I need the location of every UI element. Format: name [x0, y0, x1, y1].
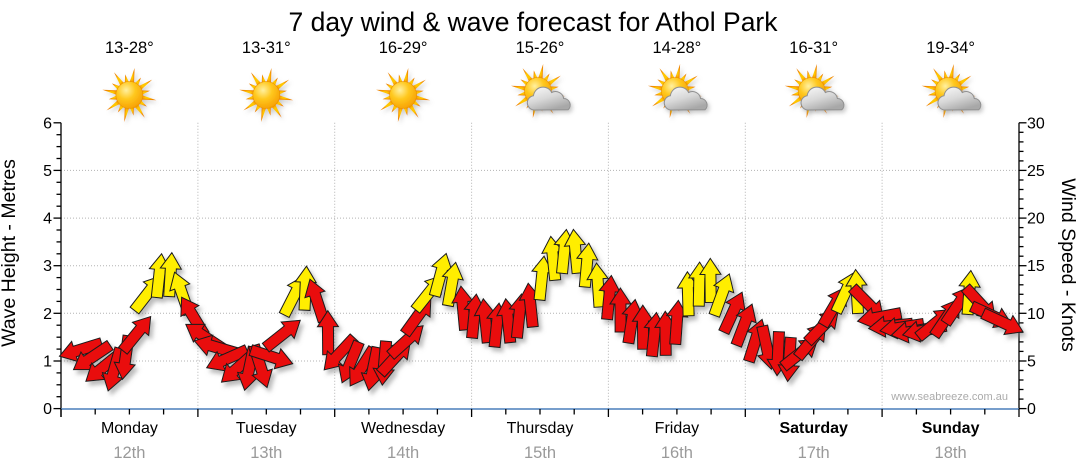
svg-text:Friday: Friday — [655, 420, 699, 437]
svg-text:7 day wind & wave forecast for: 7 day wind & wave forecast for Athol Par… — [288, 7, 778, 37]
svg-text:4: 4 — [43, 211, 52, 228]
svg-text:15: 15 — [1027, 258, 1045, 275]
svg-text:13th: 13th — [250, 444, 282, 462]
svg-text:19-34°: 19-34° — [926, 39, 975, 57]
svg-text:Thursday: Thursday — [507, 420, 574, 437]
svg-text:5: 5 — [1027, 354, 1036, 371]
svg-text:Monday: Monday — [101, 420, 158, 437]
svg-text:Sunday: Sunday — [922, 420, 980, 437]
svg-text:13-31°: 13-31° — [242, 39, 291, 57]
svg-text:3: 3 — [43, 258, 52, 275]
svg-text:20: 20 — [1027, 211, 1045, 228]
svg-text:6: 6 — [43, 115, 52, 132]
svg-text:1: 1 — [43, 354, 52, 371]
svg-text:17th: 17th — [798, 444, 830, 462]
svg-text:10: 10 — [1027, 306, 1045, 323]
svg-text:Wednesday: Wednesday — [361, 420, 445, 437]
svg-text:30: 30 — [1027, 115, 1045, 132]
svg-text:15-26°: 15-26° — [516, 39, 565, 57]
svg-text:13-28°: 13-28° — [105, 39, 154, 57]
svg-text:25: 25 — [1027, 163, 1045, 180]
svg-text:5: 5 — [43, 163, 52, 180]
svg-text:www.seabreeze.com.au: www.seabreeze.com.au — [890, 391, 1008, 403]
svg-text:Saturday: Saturday — [779, 420, 848, 437]
svg-text:Wind Speed - Knots: Wind Speed - Knots — [1057, 178, 1079, 352]
svg-text:0: 0 — [1027, 401, 1036, 418]
svg-text:16-31°: 16-31° — [789, 39, 838, 57]
svg-text:16th: 16th — [661, 444, 693, 462]
svg-text:14th: 14th — [387, 444, 419, 462]
svg-text:Wave Height - Metres: Wave Height - Metres — [0, 159, 20, 347]
svg-text:16-29°: 16-29° — [379, 39, 428, 57]
svg-text:12th: 12th — [113, 444, 145, 462]
svg-text:15th: 15th — [524, 444, 556, 462]
svg-text:14-28°: 14-28° — [652, 39, 701, 57]
svg-text:2: 2 — [43, 306, 52, 323]
svg-text:0: 0 — [43, 401, 52, 418]
svg-text:18th: 18th — [935, 444, 967, 462]
svg-text:Tuesday: Tuesday — [236, 420, 297, 437]
